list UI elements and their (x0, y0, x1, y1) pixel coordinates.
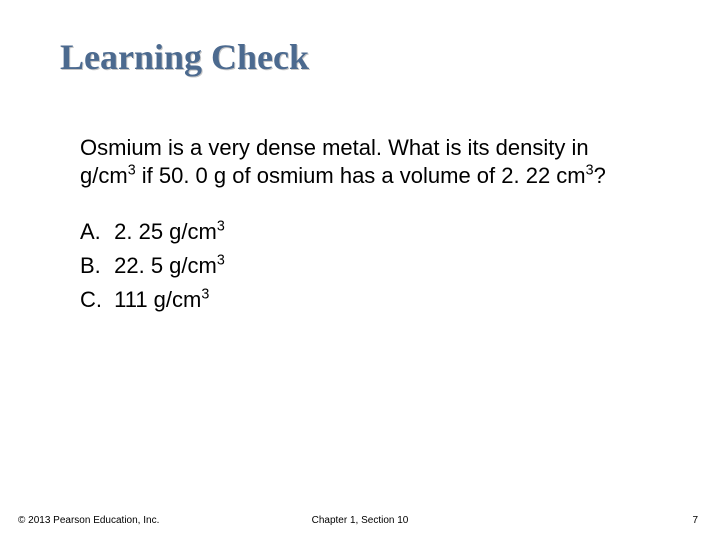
footer-chapter: Chapter 1, Section 10 (0, 515, 720, 526)
footer-page-number: 7 (692, 515, 698, 526)
option-a: A. 2. 25 g/cm3 (80, 215, 650, 249)
option-exponent: 3 (217, 253, 225, 269)
question-part-2: if 50. 0 g of osmium has a volume of 2. … (136, 163, 586, 188)
option-c: C. 111 g/cm3 (80, 283, 650, 317)
slide-title: Learning Check (60, 36, 309, 78)
question-exponent-2: 3 (586, 162, 594, 178)
question-exponent-1: 3 (128, 162, 136, 178)
question-text: Osmium is a very dense metal. What is it… (80, 134, 650, 189)
slide: Learning Check Osmium is a very dense me… (0, 0, 720, 540)
option-letter: B. (80, 249, 108, 283)
option-value: 2. 25 g/cm (114, 219, 217, 244)
option-exponent: 3 (217, 219, 225, 235)
option-letter: C. (80, 283, 108, 317)
option-b: B. 22. 5 g/cm3 (80, 249, 650, 283)
answer-options: A. 2. 25 g/cm3 B. 22. 5 g/cm3 C. 111 g/c… (80, 215, 650, 317)
option-value: 22. 5 g/cm (114, 253, 217, 278)
option-letter: A. (80, 215, 108, 249)
slide-body: Osmium is a very dense metal. What is it… (80, 134, 650, 317)
option-exponent: 3 (201, 287, 209, 303)
option-value: 111 g/cm (114, 287, 201, 312)
question-part-3: ? (594, 163, 606, 188)
